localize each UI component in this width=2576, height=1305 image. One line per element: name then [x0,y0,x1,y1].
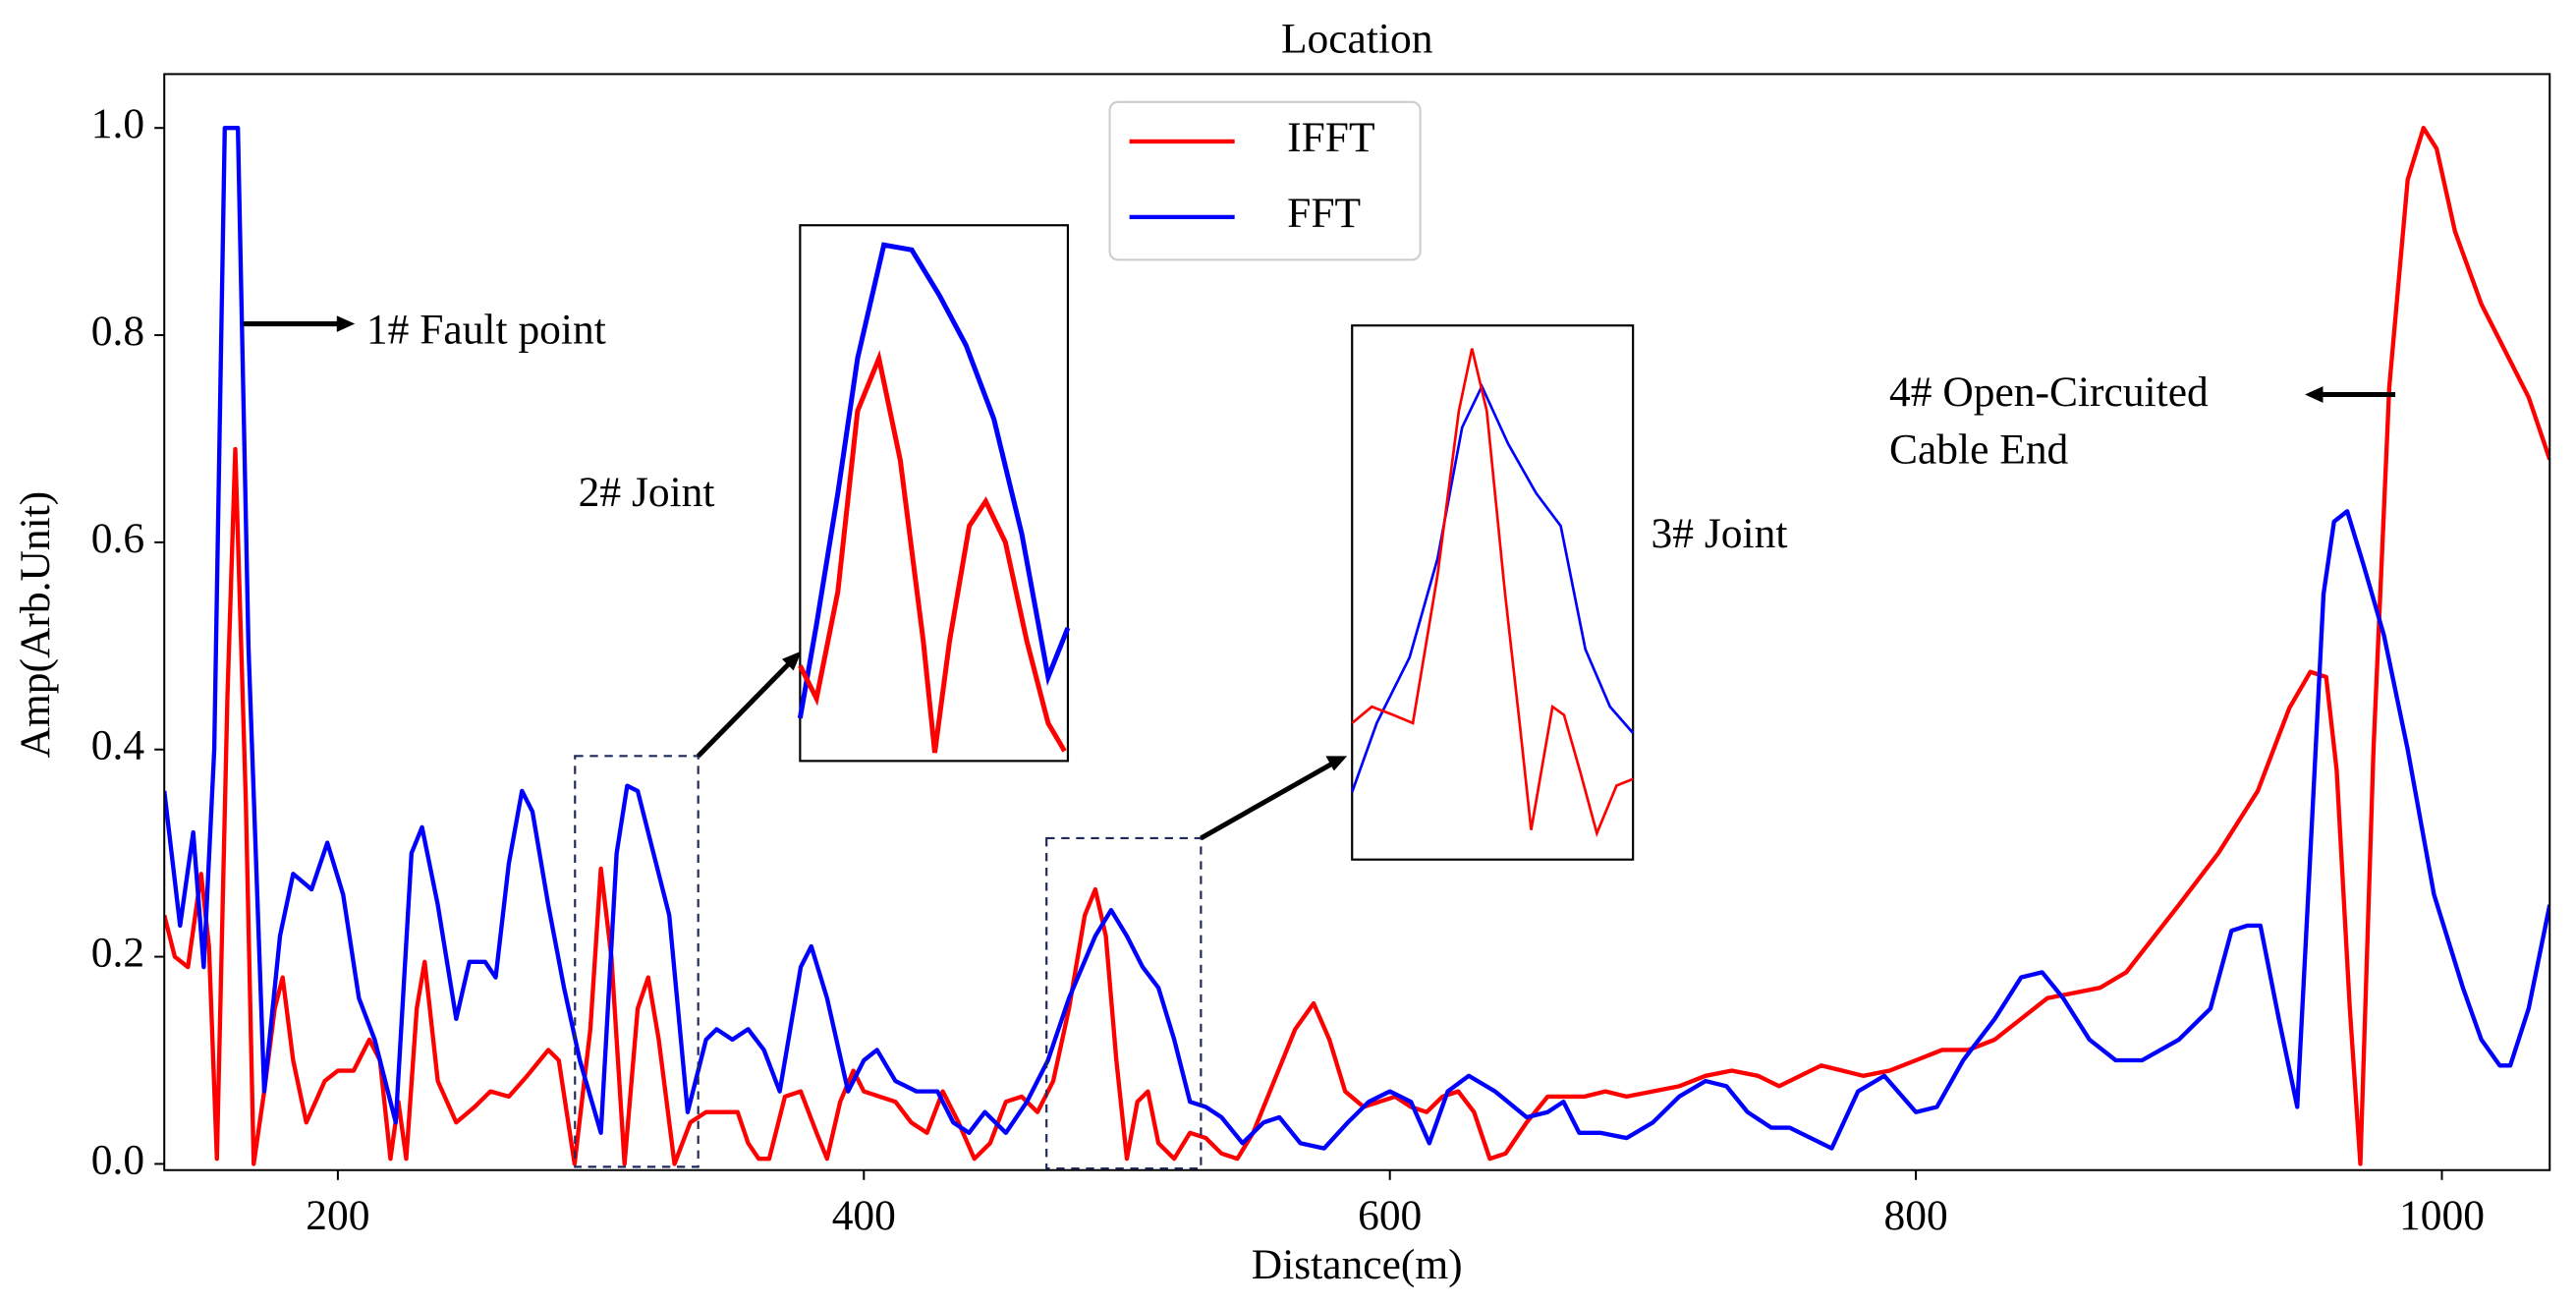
axes-frame [163,73,2551,1171]
inset-line [1351,348,1634,838]
data-line [164,126,2550,1166]
y-tick-label: 0.6 [91,515,144,562]
plot-area [164,126,2550,1166]
annotation: 2# Joint [579,469,715,516]
zoom-box [1045,836,1203,1170]
zoom-box [574,755,700,1168]
y-tick-label: 0.0 [91,1136,144,1183]
annotation: 4# Open-Circuited [1889,369,2209,416]
arrow [1200,760,1336,841]
legend-label: IFFT [1287,114,1374,161]
y-tick-label: 1.0 [91,100,144,147]
arrow-head [1325,756,1348,771]
y-tick-label: 0.4 [91,722,145,769]
arrow [696,658,794,759]
annotation: 1# Fault point [366,307,606,354]
chart-title: Location [1281,16,1433,63]
arrow-head [336,315,356,332]
x-tick-label: 800 [1883,1192,1947,1239]
x-tick-label: 400 [832,1192,896,1239]
y-tick-label: 0.8 [91,308,144,355]
inset-line [797,242,1071,719]
annotation: Cable End [1889,426,2069,474]
inset-line [1350,382,1635,793]
x-tick-label: 1000 [2399,1192,2485,1239]
inset [799,224,1070,763]
annotation: 3# Joint [1652,510,1788,557]
inset-line [798,350,1067,754]
annotation-shapes [243,224,2396,1170]
x-tick-label: 200 [306,1192,369,1239]
y-axis-label: Amp(Arb.Unit) [12,491,59,759]
legend-label: FFT [1287,190,1361,237]
arrow-head [2305,386,2324,403]
y-tick-label: 0.2 [91,930,144,977]
arrow-head [781,651,803,671]
x-axis-label: Distance(m) [1252,1241,1463,1288]
data-line [164,126,2550,1151]
legend: IFFT FFT [1108,100,1422,261]
inset [1351,324,1635,861]
x-tick-label: 600 [1358,1192,1422,1239]
